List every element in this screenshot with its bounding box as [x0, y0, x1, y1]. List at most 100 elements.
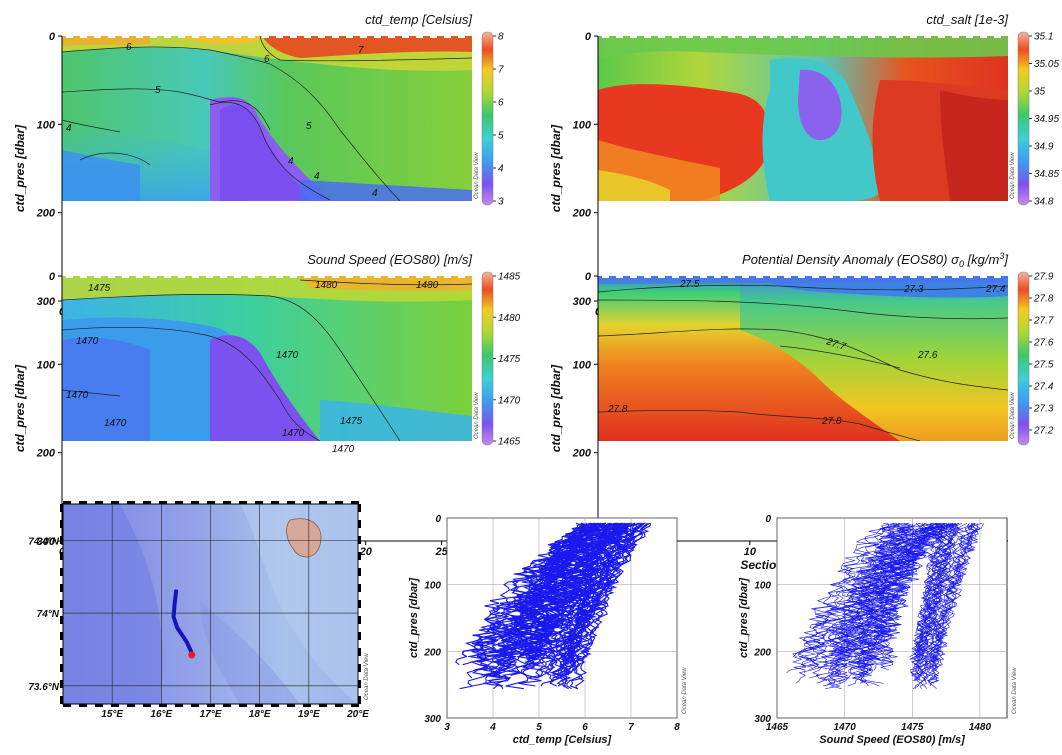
map-frame-dash: [358, 648, 361, 656]
surface-dash: [784, 275, 791, 278]
surface-dash: [290, 275, 297, 278]
surface-dash: [630, 35, 637, 38]
map-frame-dash: [60, 568, 63, 576]
y-tick-label: 0: [585, 271, 592, 283]
surface-dash: [644, 275, 651, 278]
density-contour-label: 27.3: [903, 284, 924, 295]
surface-dash: [304, 275, 311, 278]
map-frame-dash: [191, 704, 199, 707]
surface-dash: [728, 275, 735, 278]
surface-dash: [318, 275, 325, 278]
map-frame-dash: [79, 704, 87, 707]
map-frame-dash: [60, 600, 63, 608]
map-frame-dash: [207, 501, 215, 504]
map-frame-dash: [335, 704, 343, 707]
density-contour-label: 27.5: [679, 279, 700, 290]
temp-profile-line: [518, 523, 597, 687]
temp-profile-line: [455, 522, 617, 666]
sound-section-title: Sound Speed (EOS80) [m/s]: [307, 252, 472, 267]
surface-dash: [854, 275, 861, 278]
colorbar-tick-label: 8: [498, 32, 504, 43]
sound-profile-line: [808, 523, 954, 671]
colorbar-tick-label: 34.95: [1034, 114, 1059, 125]
map-frame-dash: [358, 568, 361, 576]
map-frame-dash: [60, 680, 63, 688]
surface-dash: [108, 35, 115, 38]
surface-dash: [444, 275, 451, 278]
density-section-title: Potential Density Anomaly (EOS80) σ0 [kg…: [742, 251, 1008, 269]
x-tick-label: 1475: [901, 722, 924, 733]
surface-dash: [248, 35, 255, 38]
map-frame-dash: [159, 501, 167, 504]
surface-dash: [700, 35, 707, 38]
colorbar-tick-label: 35.05: [1034, 59, 1059, 70]
surface-dash: [388, 35, 395, 38]
map-lon-label: 19°E: [298, 709, 320, 720]
station-track: [171, 589, 194, 656]
surface-dash: [854, 35, 861, 38]
y-tick-label: 300: [754, 714, 771, 725]
sound-contour-label: 1475: [88, 283, 111, 294]
surface-dash: [66, 35, 73, 38]
sound-profile-line: [915, 523, 948, 671]
surface-dash: [346, 275, 353, 278]
surface-dash: [938, 35, 945, 38]
y-axis-label: ctd_pres [dbar]: [408, 578, 420, 658]
y-tick-label: 0: [765, 514, 771, 525]
surface-dash: [812, 275, 819, 278]
map-frame-dash: [60, 552, 63, 560]
y-tick-label: 200: [36, 208, 56, 220]
temp-profile-line: [518, 522, 629, 658]
map-frame-dash: [175, 704, 183, 707]
surface-dash: [826, 275, 833, 278]
map-lat-label: 74.4°N: [28, 536, 59, 547]
map-frame-dash: [239, 501, 247, 504]
map-lon-label: 15°E: [101, 709, 123, 720]
temp-profile-line: [566, 522, 651, 690]
surface-dash: [192, 275, 199, 278]
surface-dash: [402, 35, 409, 38]
sound-profile-line: [928, 523, 957, 668]
surface-dash: [602, 275, 609, 278]
surface-dash: [374, 35, 381, 38]
surface-dash: [756, 275, 763, 278]
map-frame-dash: [358, 600, 361, 608]
map-frame-dash: [63, 704, 71, 707]
map-frame-dash: [207, 704, 215, 707]
surface-dash: [658, 275, 665, 278]
sound-contour-label: 1470: [332, 444, 355, 455]
sound-profile-line: [869, 523, 944, 660]
x-tick-label: 5: [536, 722, 542, 733]
surface-dash: [910, 275, 917, 278]
station-map: 74.4°N 74°N 73.6°N 15°E 16°E 17°E 18°E 19°E 20°E…: [28, 501, 370, 720]
map-frame-dash: [255, 501, 263, 504]
map-frame-dash: [60, 632, 63, 640]
sound-profile-line: [910, 523, 973, 660]
colorbar-tick-label: 1480: [498, 313, 521, 324]
surface-dash: [262, 35, 269, 38]
surface-dash: [798, 35, 805, 38]
surface-dash: [616, 35, 623, 38]
map-lon-label: 18°E: [249, 709, 271, 720]
colorbar-scale: [481, 271, 494, 446]
map-frame-dash: [60, 520, 63, 528]
sound-profile-line: [927, 523, 957, 684]
surface-dash: [430, 275, 437, 278]
surface-dash: [924, 35, 931, 38]
map-lon-label: 17°E: [200, 709, 222, 720]
surface-dash: [630, 275, 637, 278]
surface-dash: [714, 275, 721, 278]
temp-profile-line: [471, 523, 596, 658]
temp-profile-line: [557, 522, 609, 663]
surface-dash: [206, 275, 213, 278]
map-frame-dash: [358, 552, 361, 560]
y-tick-label: 300: [573, 296, 592, 308]
surface-dash: [290, 35, 297, 38]
map-frame-dash: [358, 616, 361, 624]
surface-dash: [784, 35, 791, 38]
surface-dash: [882, 275, 889, 278]
map-frame-dash: [111, 704, 119, 707]
sound-contour-label: 1475: [340, 416, 363, 427]
map-frame-dash: [60, 648, 63, 656]
